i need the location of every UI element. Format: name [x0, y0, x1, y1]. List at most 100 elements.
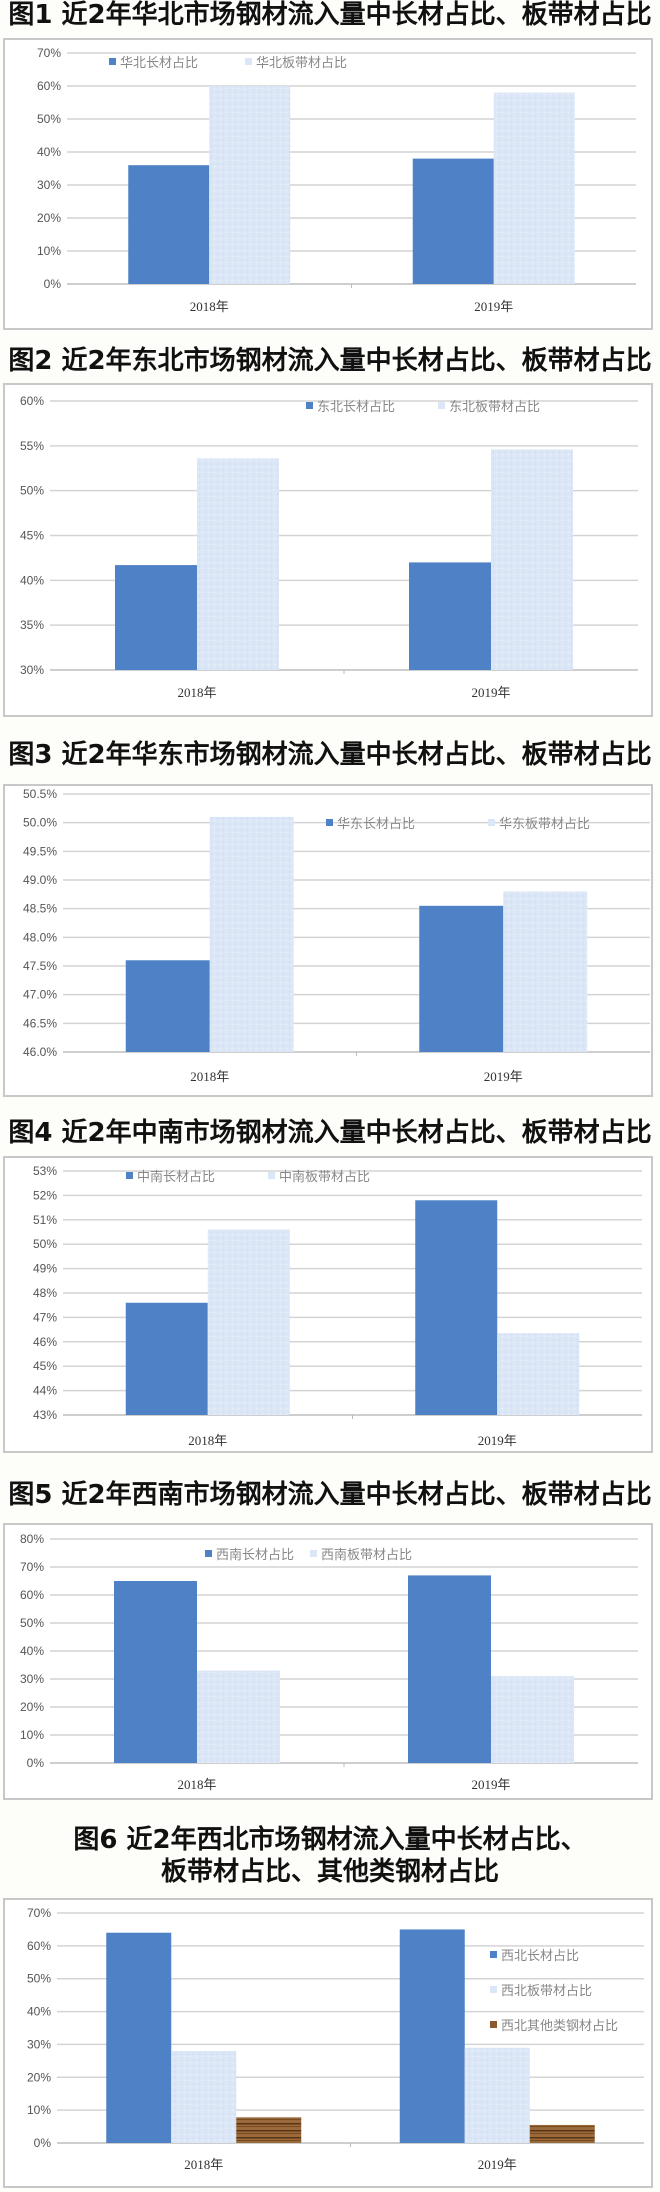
- chart-4-frame: [3, 1156, 653, 1453]
- x-tick-label: 2018年: [177, 1777, 216, 1792]
- bar-long-2019年: [399, 1929, 465, 2143]
- legend-label: 东北长材占比: [317, 399, 395, 414]
- bar-long-2019年: [408, 1575, 491, 1763]
- legend-swatch: [268, 1172, 275, 1179]
- bar-plate-2019年: [464, 2047, 530, 2143]
- y-tick-label: 47.0%: [23, 988, 57, 1002]
- y-tick-label: 60%: [37, 79, 61, 93]
- bar-long-2019年: [412, 158, 494, 284]
- y-tick-label: 52%: [33, 1188, 57, 1202]
- legend-label: 西北其他类钢材占比: [501, 2018, 618, 2033]
- y-tick-label: 30%: [27, 2037, 51, 2051]
- y-tick-label: 43%: [33, 1408, 57, 1422]
- legend-swatch: [245, 58, 252, 65]
- legend-swatch: [205, 1550, 212, 1557]
- y-tick-label: 20%: [20, 1700, 44, 1714]
- y-tick-label: 30%: [20, 663, 44, 677]
- legend-swatch: [306, 402, 313, 409]
- legend-label: 西南长材占比: [216, 1547, 294, 1562]
- y-tick-label: 40%: [27, 2005, 51, 2019]
- legend-label: 华北板带材占比: [256, 55, 347, 70]
- chart-2-title: 图2 近2年东北市场钢材流入量中长材占比、板带材占比: [8, 346, 652, 376]
- legend-label: 华东长材占比: [337, 816, 415, 831]
- legend-swatch: [490, 1986, 497, 1993]
- legend-label: 华东板带材占比: [499, 816, 590, 831]
- bar-plate-2018年: [171, 2051, 237, 2143]
- y-tick-label: 10%: [20, 1728, 44, 1742]
- y-tick-label: 51%: [33, 1213, 57, 1227]
- y-tick-label: 48%: [33, 1286, 57, 1300]
- legend-label: 西北板带材占比: [501, 1983, 592, 1998]
- y-tick-label: 60%: [20, 1588, 44, 1602]
- y-tick-label: 0%: [34, 2136, 52, 2150]
- y-tick-label: 47.5%: [23, 959, 57, 973]
- y-tick-label: 70%: [27, 1906, 51, 1920]
- bar-long-2019年: [415, 1200, 498, 1415]
- legend-swatch: [310, 1550, 317, 1557]
- bar-plate-2018年: [209, 816, 294, 1052]
- x-tick-label: 2018年: [190, 1069, 229, 1084]
- y-tick-label: 80%: [20, 1532, 44, 1546]
- y-tick-label: 35%: [20, 618, 44, 632]
- bar-long-2018年: [125, 960, 210, 1052]
- bar-long-2018年: [128, 165, 210, 284]
- y-tick-label: 20%: [37, 211, 61, 225]
- chart-6-title-line2: 板带材占比、其他类钢材占比: [160, 1857, 499, 1887]
- bar-plate-2019年: [491, 449, 573, 670]
- chart-3: 46.0% 46.5% 47.0% 47.5% 48.0% 48.5% 49.0% 49.5%…: [23, 787, 650, 1084]
- y-tick-label: 50%: [33, 1237, 57, 1251]
- y-tick-label: 49.0%: [23, 873, 57, 887]
- y-tick-label: 10%: [37, 244, 61, 258]
- bar-long-2018年: [106, 1932, 172, 2143]
- bar-plate-2019年: [493, 92, 575, 284]
- legend-label: 中南板带材占比: [279, 1169, 370, 1184]
- x-tick-label: 2019年: [478, 2157, 517, 2172]
- legend-swatch: [490, 1951, 497, 1958]
- y-tick-label: 40%: [37, 145, 61, 159]
- chart-5: 0% 10% 20% 30% 40% 50% 60% 70% 80% 2018年 2019年 西南长材…: [20, 1532, 638, 1792]
- y-tick-label: 30%: [20, 1672, 44, 1686]
- y-tick-label: 0%: [44, 277, 62, 291]
- chart-3-title: 图3 近2年华东市场钢材流入量中长材占比、板带材占比: [8, 740, 652, 770]
- y-tick-label: 49%: [33, 1262, 57, 1276]
- bar-plate-2019年: [503, 891, 588, 1052]
- bar-long-2019年: [419, 905, 504, 1052]
- y-tick-label: 70%: [37, 46, 61, 60]
- y-tick-label: 53%: [33, 1164, 57, 1178]
- bar-long-2018年: [125, 1302, 208, 1415]
- bar-long-2018年: [114, 1581, 197, 1763]
- y-tick-label: 40%: [20, 1644, 44, 1658]
- y-tick-label: 70%: [20, 1560, 44, 1574]
- chart-4: 43% 44% 45% 46% 47% 48% 49% 50% 51% 52% 53% 2018年 20…: [33, 1164, 642, 1448]
- bar-other-2019年: [529, 2124, 595, 2143]
- y-tick-label: 46.5%: [23, 1016, 57, 1030]
- y-tick-label: 44%: [33, 1384, 57, 1398]
- legend-label: 华北长材占比: [120, 55, 198, 70]
- chart-6: 0% 10% 20% 30% 40% 50% 60% 70% 2018年 2019年 西北长材占比西…: [27, 1906, 644, 2172]
- bar-plate-2018年: [197, 1670, 280, 1763]
- y-tick-label: 50.5%: [23, 787, 57, 801]
- y-tick-label: 50.0%: [23, 816, 57, 830]
- bar-plate-2019年: [497, 1333, 580, 1415]
- y-tick-label: 50%: [20, 484, 44, 498]
- x-tick-label: 2019年: [471, 685, 510, 700]
- x-tick-label: 2018年: [184, 2157, 223, 2172]
- bar-other-2018年: [236, 2117, 302, 2143]
- legend-swatch: [126, 1172, 133, 1179]
- bar-long-2018年: [115, 565, 197, 670]
- y-tick-label: 40%: [20, 573, 44, 587]
- x-tick-label: 2019年: [471, 1777, 510, 1792]
- y-tick-label: 48.0%: [23, 930, 57, 944]
- y-tick-label: 46.0%: [23, 1045, 57, 1059]
- y-tick-label: 0%: [27, 1756, 45, 1770]
- y-tick-label: 50%: [27, 1972, 51, 1986]
- y-tick-label: 49.5%: [23, 844, 57, 858]
- y-tick-label: 48.5%: [23, 902, 57, 916]
- legend-swatch: [488, 819, 495, 826]
- chart-2: 30% 35% 40% 45% 50% 55% 60% 2018年 2019年 东北长材占比 东北板…: [20, 394, 638, 700]
- legend-label: 中南长材占比: [137, 1169, 215, 1184]
- y-tick-label: 30%: [37, 178, 61, 192]
- y-tick-label: 20%: [27, 2070, 51, 2084]
- bar-long-2019年: [409, 562, 491, 670]
